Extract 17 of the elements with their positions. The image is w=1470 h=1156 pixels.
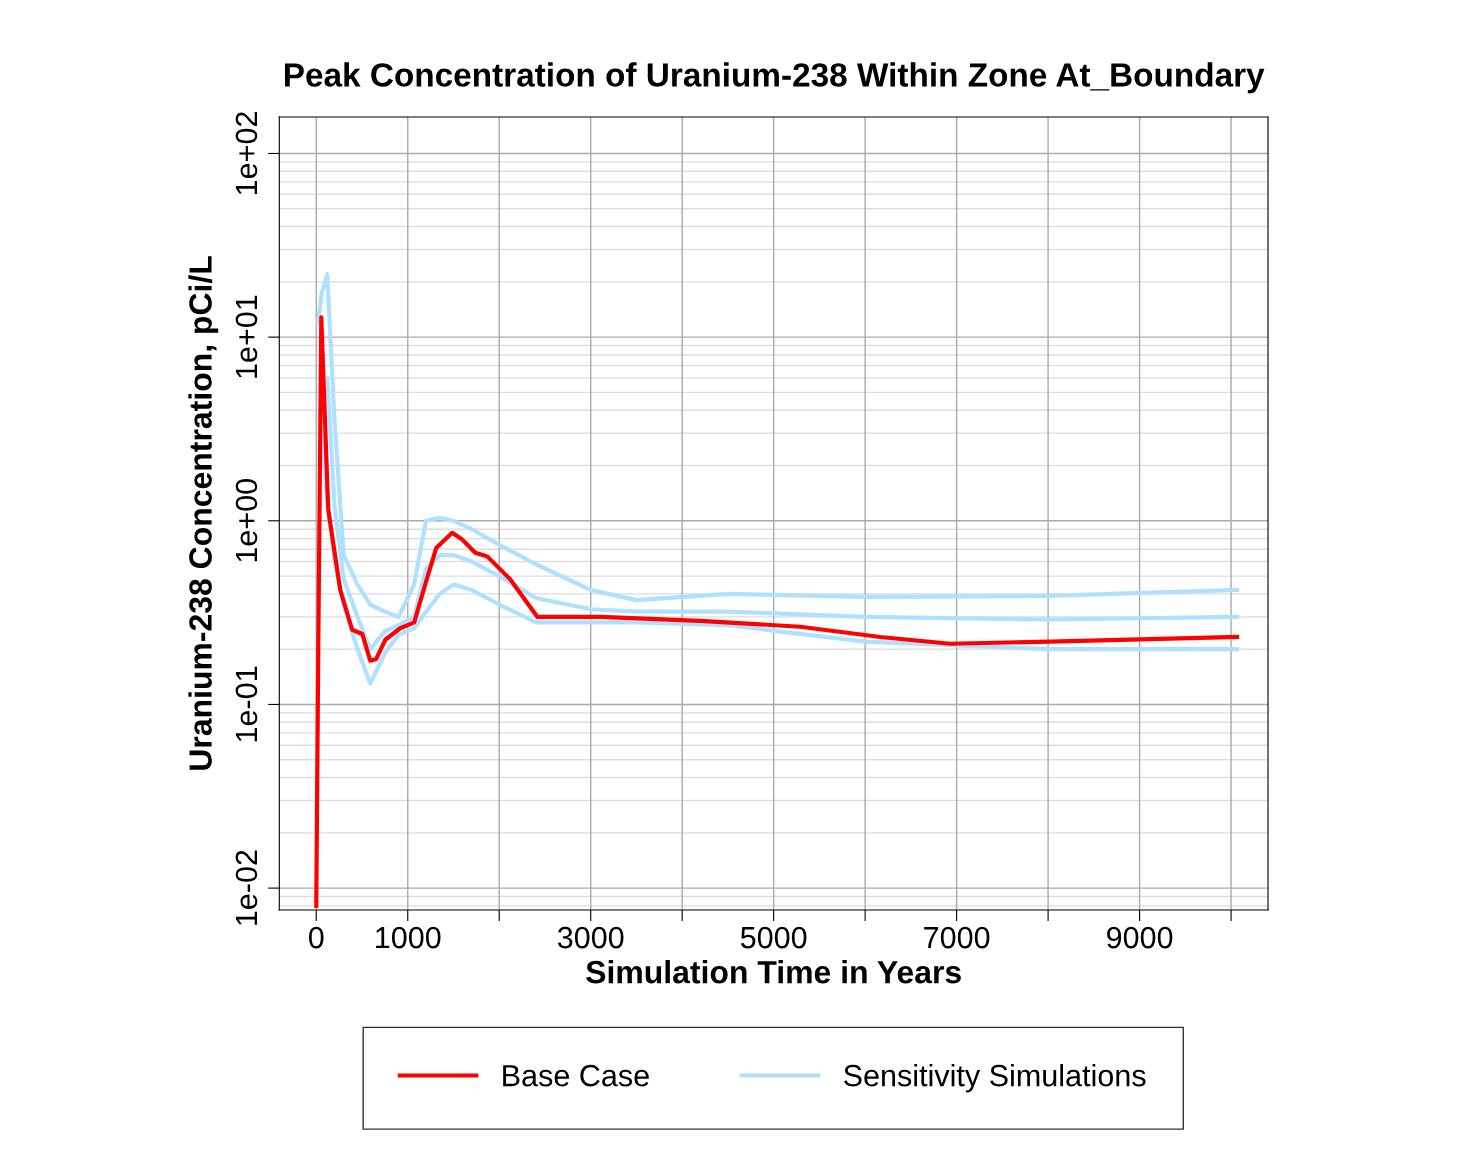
y-tick-label: 1e+01 (235, 295, 258, 378)
x-tick-label: 1000 (376, 926, 441, 949)
x-tick-label: 3000 (557, 926, 624, 949)
x-axis-title: Simulation Time in Years (586, 960, 961, 984)
y-axis-title: Uranium-238 Concentration, pCi/L (188, 256, 219, 770)
x-tick-label: 0 (308, 926, 324, 949)
x-tick-label: 5000 (740, 926, 807, 949)
legend-label: Sensitivity Simulations (844, 1064, 1146, 1093)
y-tick-label: 1e+00 (235, 479, 258, 562)
legend-label: Base Case (503, 1064, 649, 1087)
x-tick-label: 9000 (1107, 926, 1173, 949)
y-tick-label: 1e+02 (235, 112, 258, 195)
chart-title: Peak Concentration of Uranium-238 Within Zone At_Boundary (284, 62, 1265, 94)
y-tick-label: 1e-02 (235, 850, 258, 925)
line-series (314, 315, 1240, 908)
y-tick-label: 1e-01 (235, 666, 258, 742)
x-tick-label: 7000 (924, 926, 990, 949)
